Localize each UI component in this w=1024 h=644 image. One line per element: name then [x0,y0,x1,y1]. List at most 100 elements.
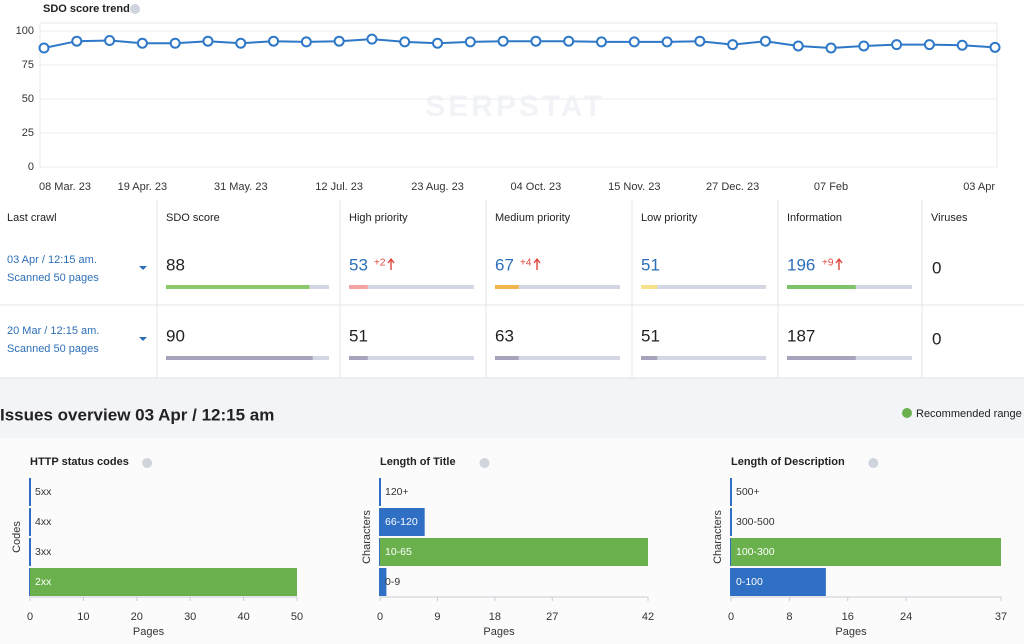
trend-point[interactable] [792,40,804,52]
trend-point[interactable] [71,35,83,47]
category-label: 3xx [35,546,52,558]
chart-title: HTTP status codes [30,456,129,468]
bar-track [349,356,474,360]
category-label: 4xx [35,516,52,528]
x-tick-label: 16 [842,611,854,623]
trend-point[interactable] [202,35,214,47]
x-tick-label: 42 [642,611,654,623]
crawl-pages[interactable]: Scanned 50 pages [7,343,99,355]
trend-point[interactable] [595,36,607,48]
cell-value: 187 [787,326,815,345]
trend-point[interactable] [923,39,935,51]
bar[interactable] [380,538,648,566]
cell-change: +2 [374,258,386,269]
axis-segment [730,478,732,506]
x-tick-label: 31 May. 23 [214,181,268,193]
trend-point[interactable] [333,35,345,47]
x-axis-label: Pages [483,626,515,638]
y-tick-label: 75 [22,59,34,71]
category-label: 300-500 [736,516,775,528]
trend-point[interactable] [366,33,378,45]
column-header: Low priority [641,212,698,224]
trend-point[interactable] [235,37,247,49]
trend-point[interactable] [268,35,280,47]
cell-value: 196 [787,255,815,274]
bar[interactable] [380,568,387,596]
y-axis-label: Codes [11,521,23,553]
cell-value: 51 [349,326,368,345]
trend-point[interactable] [563,35,575,47]
bar[interactable] [30,568,297,596]
crawl-pages[interactable]: Scanned 50 pages [7,272,99,284]
category-label: 120+ [385,486,409,498]
section-bg [0,378,1024,438]
cell-change: +4 [520,258,532,269]
issues-title: Issues overview 03 Apr / 12:15 am [0,405,274,424]
x-tick-label: 10 [77,611,89,623]
x-tick-label: 40 [237,611,249,623]
x-tick-label: 07 Feb [814,181,848,193]
issue-bar [787,356,856,360]
trend-point[interactable] [300,36,312,48]
info-icon[interactable] [868,458,879,468]
x-tick-label: 30 [184,611,196,623]
cell-value: 0 [932,329,941,348]
trend-point[interactable] [136,37,148,49]
cell-change: +9 [822,258,834,269]
trend-point[interactable] [759,35,771,47]
x-tick-label: 08 Mar. 23 [39,181,91,193]
category-label: 66-120 [385,516,418,528]
trend-point[interactable] [727,39,739,51]
bar[interactable] [731,568,826,596]
up-arrow [533,257,541,270]
trend-point[interactable] [432,37,444,49]
x-tick-label: 0 [27,611,33,623]
trend-point[interactable] [891,39,903,51]
info-icon[interactable] [142,458,153,468]
trend-point[interactable] [104,35,116,47]
trend-point[interactable] [38,42,50,54]
trend-point[interactable] [858,40,870,52]
score-bar [166,285,310,289]
x-tick-label: 18 [489,611,501,623]
legend-swatch [902,408,912,418]
category-label: 0-9 [385,576,400,588]
trend-point[interactable] [956,39,968,51]
x-tick-label: 23 Aug. 23 [411,181,464,193]
issue-bar [495,285,519,289]
trend-point[interactable] [989,41,1001,53]
x-tick-label: 12 Jul. 23 [315,181,363,193]
bar-track [641,356,766,360]
axis-segment [730,508,732,536]
x-tick-label: 27 [546,611,558,623]
x-tick-label: 24 [900,611,912,623]
trend-point[interactable] [661,36,673,48]
issue-bar [349,356,368,360]
crawl-date[interactable]: 03 Apr / 12:15 am. [7,254,97,266]
trend-point[interactable] [399,36,411,48]
trend-point[interactable] [825,42,837,54]
trend-point[interactable] [694,35,706,47]
x-tick-label: 9 [434,611,440,623]
trend-point[interactable] [530,35,542,47]
trend-point[interactable] [628,36,640,48]
crawl-date[interactable]: 20 Mar / 12:15 am. [7,325,99,337]
category-label: 5xx [35,486,52,498]
trend-point[interactable] [169,37,181,49]
x-tick-label: 15 Nov. 23 [608,181,660,193]
y-tick-label: 50 [22,93,34,105]
trend-point[interactable] [497,35,509,47]
dropdown-arrow[interactable] [139,266,147,270]
bar[interactable] [731,538,1001,566]
bar-track [641,285,766,289]
trend-point[interactable] [464,36,476,48]
bar-track [495,285,620,289]
bar[interactable] [380,508,425,536]
category-label: 500+ [736,486,760,498]
dropdown-arrow[interactable] [139,337,147,341]
column-header: Medium priority [495,212,571,224]
x-tick-label: 03 Apr [963,181,995,193]
info-icon[interactable] [130,4,140,14]
info-icon[interactable] [479,458,490,468]
axis-segment [379,478,381,506]
